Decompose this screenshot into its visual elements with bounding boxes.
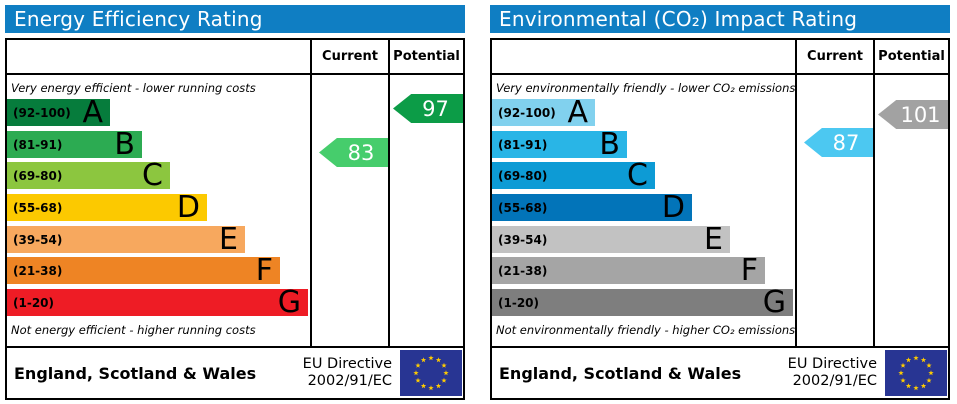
band-letter: D: [176, 190, 200, 225]
panel-title-bar: Energy Efficiency Rating: [5, 5, 465, 33]
current-rating-arrow: 83: [319, 138, 388, 167]
band-range-label: (21-38): [13, 263, 63, 278]
current-column-header: Current: [807, 49, 863, 64]
potential-rating-arrow: 97: [393, 94, 463, 123]
chart-bottom-divider: [492, 346, 948, 348]
band-row-d: (55-68) D: [7, 190, 207, 225]
band-letter: E: [219, 222, 238, 257]
header-divider: [7, 73, 463, 75]
band-range-label: (1-20): [13, 295, 54, 310]
band-row-a: (92-100) A: [492, 95, 595, 130]
band-range-label: (81-91): [498, 137, 548, 152]
eu-directive-label: EU Directive 2002/91/EC: [787, 355, 877, 389]
rating-table: Current Potential Very environmentally f…: [490, 38, 950, 400]
current-rating-value: 83: [347, 140, 375, 165]
band-letter: B: [114, 127, 135, 162]
region-label: England, Scotland & Wales: [14, 363, 257, 383]
band-row-b: (81-91) B: [7, 127, 142, 162]
band-range-label: (39-54): [498, 232, 548, 247]
environmental-impact-panel: Environmental (CO₂) Impact Rating Curren…: [490, 5, 950, 400]
energy-efficiency-panel: Energy Efficiency Rating Current Potenti…: [5, 5, 465, 400]
rating-table: Current Potential Very energy efficient …: [5, 38, 465, 400]
band-range-label: (81-91): [13, 137, 63, 152]
potential-column-header: Potential: [393, 49, 460, 64]
band-range-label: (92-100): [13, 105, 71, 120]
panel-title: Energy Efficiency Rating: [14, 7, 263, 31]
column-divider: [310, 40, 312, 348]
band-row-e: (39-54) E: [7, 222, 245, 257]
eu-flag-icon: [400, 350, 462, 396]
current-rating-arrow: 87: [804, 128, 873, 157]
bottom-caption: Not energy efficient - higher running co…: [11, 323, 256, 337]
bottom-caption: Not environmentally friendly - higher CO…: [496, 323, 796, 337]
band-letter: B: [599, 127, 620, 162]
band-range-label: (69-80): [498, 168, 548, 183]
band-row-e: (39-54) E: [492, 222, 730, 257]
current-column-header: Current: [322, 49, 378, 64]
current-rating-value: 87: [832, 130, 860, 155]
band-range-label: (55-68): [498, 200, 548, 215]
band-letter: F: [740, 253, 758, 288]
potential-rating-value: 101: [900, 102, 941, 127]
column-divider: [388, 40, 390, 348]
column-divider: [873, 40, 875, 348]
band-letter: F: [255, 253, 273, 288]
band-range-label: (39-54): [13, 232, 63, 247]
band-row-f: (21-38) F: [7, 253, 280, 288]
panel-title-bar: Environmental (CO₂) Impact Rating: [490, 5, 950, 33]
band-row-f: (21-38) F: [492, 253, 765, 288]
band-letter: C: [627, 158, 648, 193]
band-range-label: (55-68): [13, 200, 63, 215]
potential-column-header: Potential: [878, 49, 945, 64]
panel-footer: England, Scotland & Wales EU Directive 2…: [492, 348, 948, 398]
potential-rating-arrow: 101: [878, 100, 948, 129]
band-row-g: (1-20) G: [492, 285, 793, 320]
band-letter: G: [277, 285, 301, 320]
band-letter: A: [567, 95, 588, 130]
top-caption: Very environmentally friendly - lower CO…: [496, 81, 796, 95]
band-range-label: (21-38): [498, 263, 548, 278]
band-row-g: (1-20) G: [7, 285, 308, 320]
band-letter: C: [142, 158, 163, 193]
top-caption: Very energy efficient - lower running co…: [11, 81, 256, 95]
band-letter: G: [762, 285, 786, 320]
band-letter: E: [704, 222, 723, 257]
band-row-c: (69-80) C: [7, 158, 170, 193]
band-row-a: (92-100) A: [7, 95, 110, 130]
band-row-b: (81-91) B: [492, 127, 627, 162]
band-range-label: (92-100): [498, 105, 556, 120]
band-letter: D: [661, 190, 685, 225]
region-label: England, Scotland & Wales: [499, 363, 742, 383]
column-divider: [795, 40, 797, 348]
potential-rating-value: 97: [422, 96, 449, 121]
chart-bottom-divider: [7, 346, 463, 348]
header-divider: [492, 73, 948, 75]
eu-flag-icon: [885, 350, 947, 396]
band-row-c: (69-80) C: [492, 158, 655, 193]
panel-footer: England, Scotland & Wales EU Directive 2…: [7, 348, 463, 398]
band-range-label: (69-80): [13, 168, 63, 183]
band-letter: A: [82, 95, 103, 130]
panel-title: Environmental (CO₂) Impact Rating: [499, 7, 858, 31]
eu-directive-label: EU Directive 2002/91/EC: [302, 355, 392, 389]
band-range-label: (1-20): [498, 295, 539, 310]
band-row-d: (55-68) D: [492, 190, 692, 225]
